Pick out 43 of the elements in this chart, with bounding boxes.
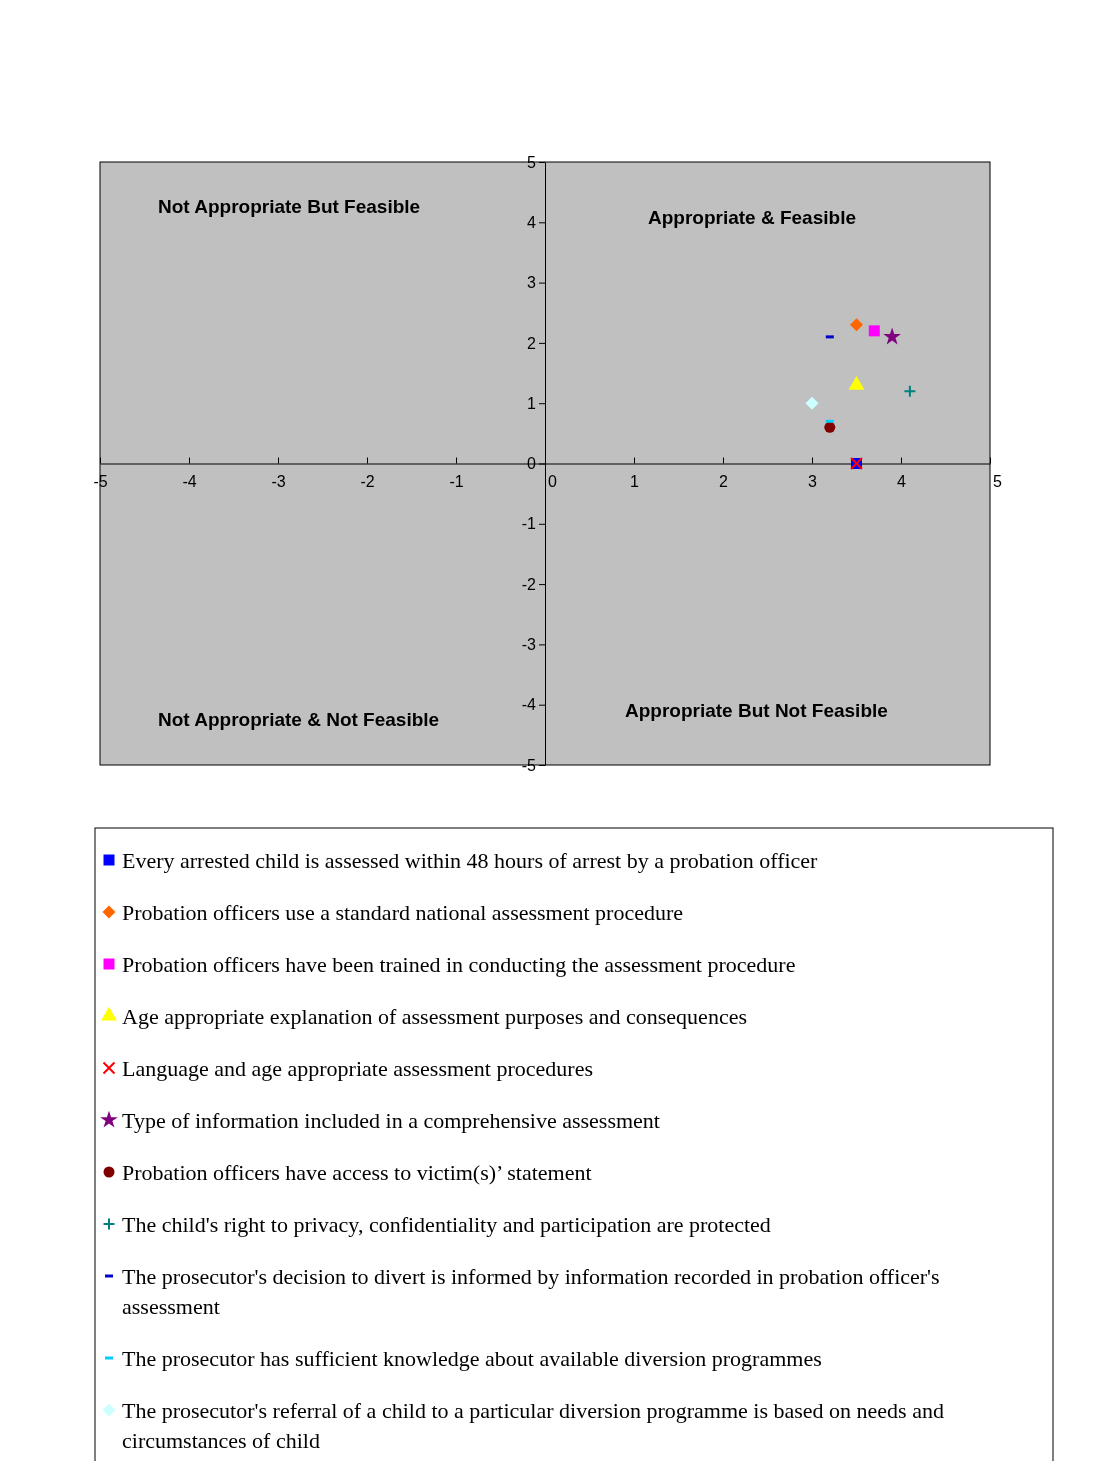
x-tick-label: 0 bbox=[548, 473, 558, 491]
annotation: Appropriate & Feasible bbox=[648, 207, 856, 228]
annotation: Not Appropriate But Feasible bbox=[158, 196, 421, 217]
legend-label: Every arrested child is assessed within 48 hours of arrest by a probation officer bbox=[122, 848, 819, 873]
legend-label: Language and age appropriate assessment procedures bbox=[122, 1056, 593, 1081]
legend-label: The prosecutor has sufficient knowledge about available diversion programmes bbox=[122, 1346, 822, 1371]
y-tick-label: 1 bbox=[527, 394, 537, 412]
legend-label: The child's right to privacy, confidentiality and participation are protected bbox=[122, 1212, 771, 1237]
legend-label: Age appropriate explanation of assessment purposes and consequences bbox=[122, 1004, 747, 1029]
y-tick-label: 2 bbox=[527, 334, 537, 352]
annotation: Appropriate But Not Feasible bbox=[625, 700, 888, 721]
x-tick-label: -3 bbox=[271, 473, 286, 491]
legend-label: The prosecutor's decision to divert is informed by information recorded in probation officer's assessment bbox=[122, 1264, 940, 1319]
y-tick-label: 3 bbox=[527, 274, 537, 292]
x-tick-label: 5 bbox=[993, 473, 1003, 491]
legend-label: Type of information included in a comprehensive assessment bbox=[122, 1108, 660, 1133]
x-tick-label: -2 bbox=[360, 473, 375, 491]
point bbox=[903, 384, 917, 398]
y-tick-label: -5 bbox=[521, 756, 537, 774]
y-tick-label: -3 bbox=[521, 636, 537, 654]
legend-label: Probation officers have been trained in conducting the assessment procedure bbox=[122, 952, 796, 977]
y-tick-label: -2 bbox=[521, 575, 537, 593]
x-tick-label: 4 bbox=[897, 473, 907, 491]
y-tick-label: -1 bbox=[521, 515, 537, 533]
point bbox=[883, 327, 901, 345]
y-tick-label: -4 bbox=[521, 696, 537, 714]
x-tick-label: 1 bbox=[630, 473, 640, 491]
y-tick-label: 5 bbox=[527, 153, 537, 171]
point bbox=[849, 318, 864, 332]
legend-label: The prosecutor's referral of a child to a particular diversion programme is based on needs and circumstances of child bbox=[122, 1398, 944, 1453]
point bbox=[868, 325, 880, 337]
x-tick-label: 2 bbox=[719, 473, 729, 491]
y-tick-label: 0 bbox=[527, 455, 537, 473]
x-tick-label: -1 bbox=[449, 473, 464, 491]
point bbox=[824, 421, 836, 433]
annotation: Not Appropriate & Not Feasible bbox=[158, 709, 440, 730]
legend-label: Probation officers use a standard national assessment procedure bbox=[122, 900, 684, 925]
legend-label: Probation officers have access to victim(s)’ statement bbox=[122, 1160, 592, 1185]
x-tick-label: -4 bbox=[182, 473, 197, 491]
point bbox=[805, 396, 819, 410]
x-tick-label: 3 bbox=[808, 473, 818, 491]
x-tick-label: -5 bbox=[93, 473, 108, 491]
y-tick-label: 4 bbox=[527, 213, 537, 231]
